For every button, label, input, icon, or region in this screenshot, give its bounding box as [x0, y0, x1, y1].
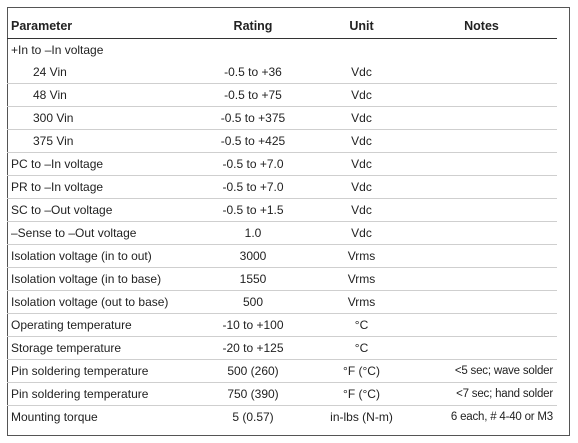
notes-cell	[406, 221, 557, 245]
unit-cell: Vdc	[317, 221, 406, 245]
parameter-cell: Isolation voltage (in to base)	[7, 267, 189, 291]
rating-cell: 750 (390)	[189, 382, 317, 406]
parameter-cell: Storage temperature	[7, 336, 189, 360]
rating-cell: 3000	[189, 244, 317, 268]
table-row: 48 Vin -0.5 to +75 Vdc	[7, 83, 557, 107]
rating-cell: -0.5 to +7.0	[189, 152, 317, 176]
unit-cell: °C	[317, 313, 406, 337]
table-row: Storage temperature -20 to +125 °C	[7, 336, 557, 360]
unit-cell: Vdc	[317, 106, 406, 130]
notes-cell	[406, 83, 557, 107]
table-row: Pin soldering temperature 500 (260) °F (…	[7, 359, 557, 383]
unit-cell: Vdc	[317, 198, 406, 222]
unit-cell: Vrms	[317, 290, 406, 314]
parameter-cell: Pin soldering temperature	[7, 382, 189, 406]
parameter-cell: 48 Vin	[7, 83, 189, 107]
rating-cell: -0.5 to +425	[189, 129, 317, 153]
notes-cell	[406, 244, 557, 268]
parameter-cell: Isolation voltage (out to base)	[7, 290, 189, 314]
rating-cell: 5 (0.57)	[232, 410, 274, 424]
rating-cell	[189, 39, 317, 62]
notes-cell	[406, 198, 557, 222]
unit-cell: Vrms	[317, 267, 406, 291]
unit-cell: in-lbs (N-m)	[330, 410, 393, 424]
notes-cell	[406, 106, 557, 130]
parameter-cell: –Sense to –Out voltage	[7, 221, 189, 245]
notes-cell	[406, 61, 557, 84]
rating-cell: -0.5 to +375	[189, 106, 317, 130]
header-unit: Unit	[317, 14, 406, 39]
parameter-cell: 24 Vin	[7, 61, 189, 84]
table-row: +In to –In voltage	[7, 39, 557, 62]
notes-cell	[406, 129, 557, 153]
parameter-cell: 300 Vin	[7, 106, 189, 130]
unit-cell: Vdc	[317, 152, 406, 176]
unit-cell: °F (°C)	[317, 359, 406, 383]
parameter-cell: +In to –In voltage	[11, 43, 104, 57]
table-row: –Sense to –Out voltage 1.0 Vdc	[7, 221, 557, 245]
rating-cell: -0.5 to +7.0	[189, 175, 317, 199]
header-parameter: Parameter	[7, 14, 189, 39]
notes-cell	[406, 175, 557, 199]
rating-cell: 1.0	[189, 221, 317, 245]
header-notes: Notes	[406, 14, 557, 39]
notes-cell	[406, 290, 557, 314]
table-row: PC to –In voltage -0.5 to +7.0 Vdc	[7, 152, 557, 176]
table-row: Operating temperature -10 to +100 °C	[7, 313, 557, 337]
parameter-cell: 375 Vin	[7, 129, 189, 153]
notes-cell	[406, 39, 557, 62]
table-row: Isolation voltage (in to base) 1550 Vrms	[7, 267, 557, 291]
unit-cell: Vdc	[317, 61, 406, 84]
rating-cell: -0.5 to +1.5	[189, 198, 317, 222]
unit-cell: Vdc	[317, 129, 406, 153]
parameter-cell: PR to –In voltage	[7, 175, 189, 199]
notes-cell: <7 sec; hand solder	[406, 382, 557, 406]
notes-cell	[406, 267, 557, 291]
unit-cell: Vdc	[317, 83, 406, 107]
parameter-cell: PC to –In voltage	[7, 152, 189, 176]
unit-cell: °F (°C)	[317, 382, 406, 406]
unit-cell: °C	[317, 336, 406, 360]
table-row: 300 Vin -0.5 to +375 Vdc	[7, 106, 557, 130]
unit-cell: Vdc	[317, 175, 406, 199]
notes-cell	[406, 336, 557, 360]
table-row: Mounting torque 5 (0.57) in-lbs (N-m) 6 …	[7, 406, 557, 429]
rating-cell: -10 to +100	[189, 313, 317, 337]
notes-cell: 6 each, # 4-40 or M3	[450, 411, 553, 423]
table-row: SC to –Out voltage -0.5 to +1.5 Vdc	[7, 198, 557, 222]
parameter-cell: Isolation voltage (in to out)	[7, 244, 189, 268]
parameter-cell: Pin soldering temperature	[7, 359, 189, 383]
header-row: Parameter Rating Unit Notes	[7, 14, 557, 39]
table-row: Pin soldering temperature 750 (390) °F (…	[7, 382, 557, 406]
table-row: Isolation voltage (out to base) 500 Vrms	[7, 290, 557, 314]
notes-cell	[406, 152, 557, 176]
rating-cell: -0.5 to +75	[189, 83, 317, 107]
parameter-cell: Mounting torque	[11, 410, 98, 424]
rating-cell: -0.5 to +36	[189, 61, 317, 84]
parameter-cell: SC to –Out voltage	[7, 198, 189, 222]
rating-cell: 1550	[189, 267, 317, 291]
table-row: Isolation voltage (in to out) 3000 Vrms	[7, 244, 557, 268]
rating-cell: -20 to +125	[189, 336, 317, 360]
ratings-table: Parameter Rating Unit Notes +In to –In v…	[7, 14, 557, 428]
parameter-cell: Operating temperature	[7, 313, 189, 337]
header-rating: Rating	[189, 14, 317, 39]
notes-cell: <5 sec; wave solder	[406, 359, 557, 383]
rating-cell: 500 (260)	[189, 359, 317, 383]
table-row: 24 Vin -0.5 to +36 Vdc	[7, 61, 557, 84]
notes-cell	[406, 313, 557, 337]
unit-cell	[317, 39, 406, 62]
rating-cell: 500	[189, 290, 317, 314]
unit-cell: Vrms	[317, 244, 406, 268]
table-row: PR to –In voltage -0.5 to +7.0 Vdc	[7, 175, 557, 199]
table-row: 375 Vin -0.5 to +425 Vdc	[7, 129, 557, 153]
